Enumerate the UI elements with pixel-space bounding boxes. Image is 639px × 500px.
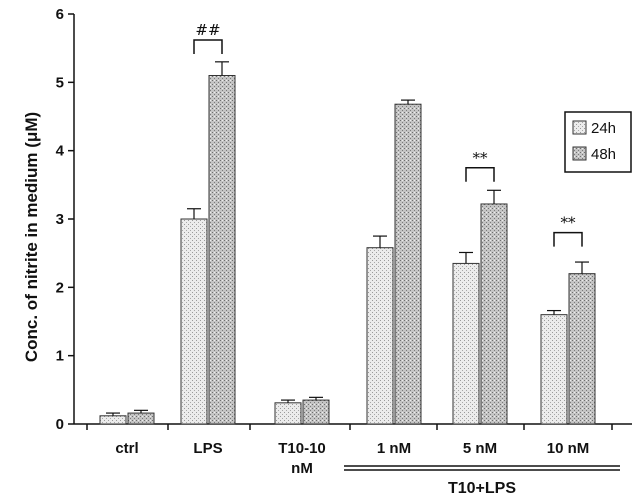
group-label: T10+LPS	[448, 480, 516, 497]
y-tick-label: 4	[56, 143, 65, 160]
x-tick-label: T10-10	[278, 440, 326, 457]
y-tick-label: 1	[56, 348, 64, 365]
y-tick-label: 6	[56, 6, 64, 23]
bars	[99, 61, 596, 425]
bar-48h	[568, 273, 596, 425]
bar-24h	[274, 402, 302, 425]
x-tick-label: nM	[291, 460, 313, 477]
bar-24h	[366, 247, 394, 425]
bar-48h	[208, 75, 236, 425]
legend-swatch-48h	[572, 146, 587, 161]
axes: 0 1 2 3 4 5 6	[56, 6, 632, 433]
bar-24h	[540, 314, 568, 425]
bar-24h	[180, 218, 208, 425]
y-tick-label: 0	[56, 416, 64, 433]
legend-swatch-24h	[572, 120, 587, 135]
significance-bracket	[465, 167, 495, 182]
significance-marker: ##	[195, 21, 220, 39]
bar-24h	[452, 262, 480, 425]
x-tick-label: 1 nM	[377, 440, 411, 457]
bar-48h	[480, 203, 508, 425]
x-tick-label: ctrl	[115, 440, 138, 457]
bar-48h	[394, 103, 422, 425]
bar-48h	[302, 399, 330, 425]
bar-24h	[99, 415, 127, 425]
legend-label: 24h	[591, 120, 616, 137]
legend: 24h 48h	[564, 111, 632, 173]
significance-marker: **	[561, 214, 577, 232]
legend-label: 48h	[591, 146, 616, 163]
y-axis-label: Conc. of nitrite in medium (μM)	[22, 112, 41, 362]
y-tick-label: 5	[56, 74, 64, 91]
significance-bracket	[553, 231, 583, 247]
labels: ctrl LPS T10-10 nM 1 nM 5 nM 10 nM ## ** ** T10+LP…	[115, 21, 632, 497]
y-tick-label: 2	[56, 279, 64, 296]
x-tick-label: 5 nM	[463, 440, 497, 457]
y-tick-label: 3	[56, 211, 64, 228]
significance-marker: **	[473, 149, 489, 167]
significance-bracket	[193, 39, 223, 54]
x-tick-label: 10 nM	[547, 440, 590, 457]
bar-48h	[127, 412, 155, 425]
x-tick-label: LPS	[193, 440, 222, 457]
